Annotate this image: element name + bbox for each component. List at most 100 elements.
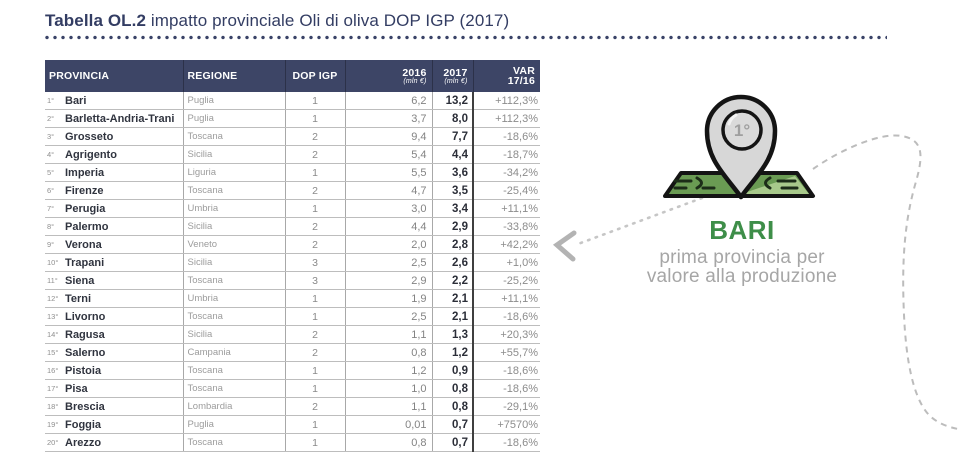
cell-var-value: -33,8% (473, 217, 540, 236)
table-row: 5° Imperia Liguria 1 5,5 3,6 -34,2% (45, 163, 540, 182)
dotted-line-left (576, 196, 704, 246)
header-regione: REGIONE (183, 60, 286, 92)
row-provincia-name: Salerno (65, 346, 106, 359)
cell-regione: Puglia (183, 109, 286, 128)
cell-2016-value: 4,4 (345, 217, 433, 236)
cell-2016-value: 3,0 (345, 199, 433, 218)
cell-var-value: +42,2% (473, 235, 540, 254)
cell-regione: Toscana (183, 379, 286, 398)
cell-regione: Puglia (183, 415, 286, 434)
cell-var-value: -25,2% (473, 271, 540, 290)
table-row: 15° Salerno Campania 2 0,8 1,2 +55,7% (45, 343, 540, 362)
cell-2017-value: 7,7 (432, 127, 474, 146)
cell-2016-value: 2,5 (345, 307, 433, 326)
cell-var-value: -18,6% (473, 361, 540, 380)
cell-2017-value: 0,7 (432, 433, 474, 452)
cell-var-value: +55,7% (473, 343, 540, 362)
cell-2017-value: 3,6 (432, 163, 474, 182)
cell-provincia: 12° Terni (45, 289, 184, 308)
row-rank: 17° (47, 383, 59, 393)
cell-2017-value: 0,8 (432, 379, 474, 398)
row-provincia-name: Barletta-Andria-Trani (65, 112, 175, 125)
cell-2016-value: 1,1 (345, 325, 433, 344)
cell-var-value: +112,3% (473, 92, 540, 110)
cell-2017-value: 4,4 (432, 145, 474, 164)
cell-provincia: 15° Salerno (45, 343, 184, 362)
row-provincia-name: Ragusa (65, 328, 105, 341)
cell-dop-igp: 2 (285, 343, 346, 362)
row-rank: 15° (47, 347, 59, 357)
row-rank: 2° (47, 113, 55, 123)
cell-regione: Toscana (183, 181, 286, 200)
header-provincia: PROVINCIA (45, 60, 184, 92)
cell-dop-igp: 3 (285, 271, 346, 290)
header-2016-year: 2016 (402, 66, 427, 79)
cell-2016-value: 0,01 (345, 415, 433, 434)
table-row: 11° Siena Toscana 3 2,9 2,2 -25,2% (45, 271, 540, 290)
cell-2017-value: 1,2 (432, 343, 474, 362)
cell-dop-igp: 1 (285, 361, 346, 380)
callout-subtitle-line1: prima provincia per (659, 247, 825, 268)
row-rank: 16° (47, 365, 59, 375)
cell-var-value: +11,1% (473, 199, 540, 218)
cell-dop-igp: 1 (285, 92, 346, 110)
cell-provincia: 7° Perugia (45, 199, 184, 218)
cell-var-value: -29,1% (473, 397, 540, 416)
row-provincia-name: Palermo (65, 220, 109, 233)
cell-2016-value: 9,4 (345, 127, 433, 146)
cell-2016-value: 0,8 (345, 343, 433, 362)
callout-city: BARI (709, 215, 775, 245)
table-row: 12° Terni Umbria 1 1,9 2,1 +11,1% (45, 289, 540, 308)
cell-regione: Toscana (183, 433, 286, 452)
cell-regione: Puglia (183, 92, 286, 110)
cell-dop-igp: 1 (285, 289, 346, 308)
cell-var-value: -18,6% (473, 379, 540, 398)
cell-2016-value: 2,5 (345, 253, 433, 272)
cell-regione: Umbria (183, 199, 286, 218)
row-provincia-name: Pisa (65, 382, 88, 395)
cell-regione: Toscana (183, 127, 286, 146)
pin-rank-label: 1° (734, 121, 750, 140)
cell-2017-value: 3,4 (432, 199, 474, 218)
province-ranking-table: PROVINCIA REGIONE DOP IGP 2016 (mln €) 2… (45, 60, 540, 452)
cell-dop-igp: 2 (285, 397, 346, 416)
cell-2016-value: 5,5 (345, 163, 433, 182)
table-row: 4° Agrigento Sicilia 2 5,4 4,4 -18,7% (45, 145, 540, 164)
title-prefix: Tabella OL.2 (45, 11, 147, 30)
title-dotted-rule (45, 35, 887, 40)
row-rank: 19° (47, 419, 59, 429)
cell-regione: Toscana (183, 361, 286, 380)
cell-var-value: -18,6% (473, 433, 540, 452)
cell-var-value: +1,0% (473, 253, 540, 272)
table-row: 16° Pistoia Toscana 1 1,2 0,9 -18,6% (45, 361, 540, 380)
header-var-line1: VAR (513, 65, 535, 77)
cell-dop-igp: 3 (285, 253, 346, 272)
cell-dop-igp: 1 (285, 415, 346, 434)
cell-dop-igp: 1 (285, 163, 346, 182)
row-provincia-name: Grosseto (65, 130, 114, 143)
row-provincia-name: Perugia (65, 202, 106, 215)
cell-dop-igp: 2 (285, 181, 346, 200)
cell-provincia: 17° Pisa (45, 379, 184, 398)
cell-provincia: 10° Trapani (45, 253, 184, 272)
row-provincia-name: Imperia (65, 166, 105, 179)
cell-regione: Sicilia (183, 325, 286, 344)
cell-2016-value: 0,8 (345, 433, 433, 452)
table-row: 8° Palermo Sicilia 2 4,4 2,9 -33,8% (45, 217, 540, 236)
arrowhead-icon (552, 230, 577, 262)
cell-2017-value: 0,7 (432, 415, 474, 434)
row-rank: 3° (47, 131, 55, 141)
cell-provincia: 9° Verona (45, 235, 184, 254)
cell-regione: Toscana (183, 307, 286, 326)
cell-2016-value: 2,9 (345, 271, 433, 290)
header-2017: 2017 (mln €) (432, 60, 474, 92)
cell-provincia: 8° Palermo (45, 217, 184, 236)
header-2017-unit: (mln €) (444, 77, 468, 85)
cell-2017-value: 2,9 (432, 217, 474, 236)
cell-var-value: -18,6% (473, 307, 540, 326)
cell-provincia: 4° Agrigento (45, 145, 184, 164)
cell-var-value: -18,7% (473, 145, 540, 164)
row-provincia-name: Arezzo (65, 436, 102, 449)
cell-provincia: 20° Arezzo (45, 433, 184, 452)
table-row: 13° Livorno Toscana 1 2,5 2,1 -18,6% (45, 307, 540, 326)
